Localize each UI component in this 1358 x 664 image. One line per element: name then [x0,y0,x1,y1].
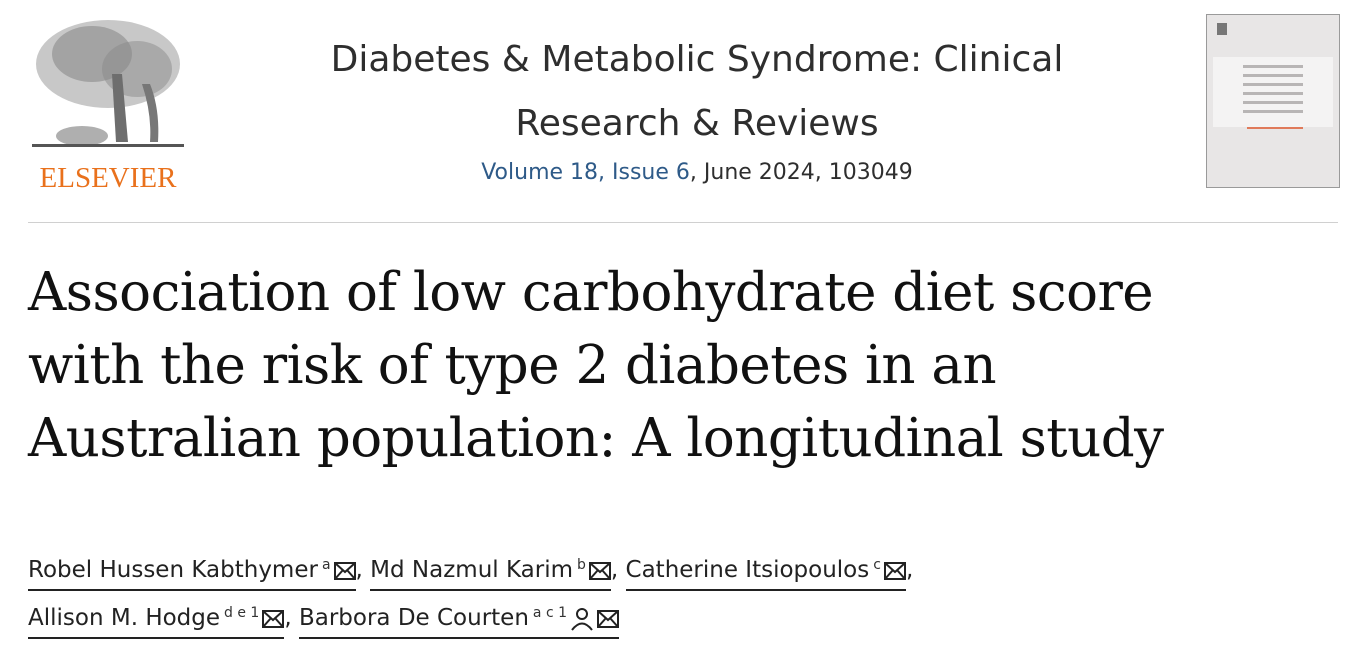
title-line: with the risk of type 2 diabetes in an [28,335,997,396]
separator: , [284,605,292,631]
affiliation-marker: a [321,557,331,573]
email-icon [597,609,620,628]
journal-cover-thumbnail[interactable] [1206,14,1340,188]
separator: , [355,557,363,583]
separator: , [610,557,619,583]
journal-title-line[interactable]: Diabetes & Metabolic Syndrome: Clinical [330,39,1064,80]
divider [28,222,1338,223]
journal-header: Diabetes & Metabolic Syndrome: Clinical … [240,28,1154,185]
title-line: Association of low carbohydrate diet sco… [28,262,1154,323]
affiliation-marker: d e 1 [224,605,260,621]
journal-title-line[interactable]: Research & Reviews [515,103,879,144]
author-link[interactable]: Allison M. Hodge d e 1 [28,598,285,639]
cover-title-lines [1243,65,1303,119]
cover-accent-line [1247,127,1303,129]
affiliation-marker: b [577,557,586,573]
person-icon [571,607,593,631]
author-name: Allison M. Hodge [28,605,221,631]
email-icon [588,561,611,580]
affiliation-marker: c [873,557,881,573]
volume-info: Volume 18, Issue 6, June 2024, 103049 [240,160,1154,185]
author-name: Barbora De Courten [298,605,529,631]
email-icon [333,561,356,580]
elsevier-logo[interactable]: ELSEVIER [28,14,188,194]
date-article-number: , June 2024, 103049 [689,160,913,185]
separator: , [905,557,914,583]
author-link[interactable]: Robel Hussen Kabthymer a [28,550,356,591]
author-list: Robel Hussen Kabthymer a, Md Nazmul Karim… [28,546,1348,642]
volume-issue-link[interactable]: Volume 18, Issue 6 [481,160,690,185]
email-icon [262,609,285,628]
author-name: Robel Hussen Kabthymer [28,557,318,583]
author-name: Md Nazmul Karim [370,557,573,583]
author-name: Catherine Itsiopoulos [625,557,870,583]
email-icon [883,561,906,580]
elsevier-wordmark: ELSEVIER [39,162,177,194]
article-title: Association of low carbohydrate diet sco… [28,256,1348,475]
author-link[interactable]: Catherine Itsiopoulos c [625,550,906,591]
cover-logo-icon [1217,23,1227,35]
author-link[interactable]: Barbora De Courten a c 1 [298,598,620,639]
title-line: Australian population: A longitudinal st… [28,408,1164,469]
author-link[interactable]: Md Nazmul Karim b [370,550,611,591]
affiliation-marker: a c 1 [532,605,568,621]
tree-logo-icon [32,20,184,147]
